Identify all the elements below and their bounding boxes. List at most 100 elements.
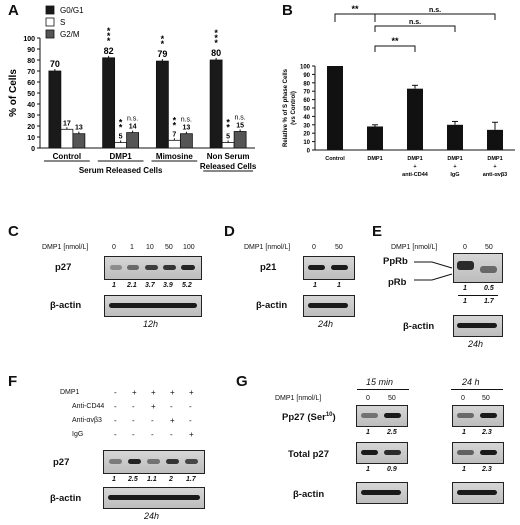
treatment-label: DMP1 [nmol/L] (244, 244, 291, 251)
y-tick-label: 40 (27, 102, 35, 109)
x-tick-label: Mimosine (156, 152, 193, 161)
significance-marker: * (214, 33, 218, 43)
significance-marker: n.s. (181, 117, 192, 124)
x-tick-label: IgG (450, 172, 459, 178)
data-label: 14 (129, 124, 137, 131)
western-blot-p27 (104, 256, 202, 280)
condition-sign: + (151, 402, 156, 411)
band-bracket (414, 261, 453, 281)
data-label: 13 (182, 125, 190, 132)
significance-label: n.s. (409, 19, 421, 26)
significance-marker: * (107, 26, 111, 36)
chart-a-cell-cycle: 0 10 20 30 40 50 60 70 80 90 100 % of Cells 70 17 13 Co… (8, 5, 257, 175)
bar-g2m (126, 132, 140, 149)
protein-label: Total p27 (288, 449, 329, 460)
bar-s (60, 128, 74, 149)
x-tick-label: anti-CD44 (402, 172, 429, 178)
significance-marker: * (119, 123, 123, 133)
y-tick-label: 20 (303, 132, 310, 138)
x-tick-label: DMP1 (487, 156, 502, 162)
quant-value: 3.7 (145, 282, 155, 289)
panel-label-g: G (236, 373, 248, 390)
significance-marker: * (214, 38, 218, 48)
condition-label: Anti-CD44 (72, 403, 105, 410)
dose-label: 0 (312, 244, 316, 251)
significance-marker: * (107, 36, 111, 46)
x-tick-label: + (453, 164, 456, 170)
panel-label-f: F (8, 373, 18, 390)
y-tick-label: 70 (303, 90, 310, 96)
quant-value: 1.1 (147, 476, 157, 483)
quant-value: 1 (462, 429, 466, 436)
y-tick-label: 100 (23, 36, 35, 43)
x-tick-label: + (413, 164, 416, 170)
panel-label-b: B (282, 2, 293, 19)
quant-divider (458, 295, 498, 296)
loading-control-label: β-actin (293, 489, 325, 500)
condition-sign: + (170, 416, 175, 425)
x-tick-label: Released Cells (200, 162, 257, 171)
x-tick-label: DMP1 (110, 152, 133, 161)
significance-label: ** (391, 36, 399, 46)
data-label: 82 (104, 46, 114, 56)
bar (367, 126, 383, 150)
data-label: 79 (157, 49, 167, 59)
protein-suffix: ) (332, 412, 336, 424)
bar (447, 124, 463, 150)
x-tick-label: DMP1 (367, 156, 382, 162)
y-tick-label: 0 (31, 146, 35, 153)
condition-sign: - (170, 430, 173, 439)
timepoint-label: 24h (468, 339, 484, 349)
group-label: Serum Released Cells (79, 166, 163, 175)
data-label: 7 (172, 131, 176, 138)
legend-label: G0/G1 (60, 6, 84, 15)
y-tick-label: 40 (303, 115, 310, 121)
dose-label: 50 (482, 395, 490, 402)
significance-bracket (334, 13, 376, 22)
western-blot-p21 (303, 256, 355, 280)
y-tick-label: 80 (27, 58, 35, 65)
bar-g0g1 (102, 57, 116, 149)
dose-label: 1 (130, 244, 134, 251)
y-axis-label: (vs Control) (291, 91, 297, 125)
x-tick-label: + (493, 164, 496, 170)
bar (407, 88, 423, 150)
significance-marker: * (161, 34, 165, 44)
condition-sign: - (189, 416, 192, 425)
quant-value: 1 (463, 298, 467, 305)
significance-marker: * (107, 31, 111, 41)
loading-control-label: β-actin (256, 300, 288, 311)
condition-sign: - (132, 416, 135, 425)
significance-bracket (374, 45, 416, 52)
quant-value: 1 (366, 429, 370, 436)
western-blot-pp27-15min (356, 405, 408, 427)
condition-sign: - (132, 402, 135, 411)
y-tick-label: 70 (27, 69, 35, 76)
quant-value: 2.5 (387, 429, 397, 436)
quant-value: 1 (112, 476, 116, 483)
band-label-pprb: PpRb (383, 256, 408, 267)
western-blot-pp27-24h (452, 405, 504, 427)
chart-b-s-phase: 0 10 20 30 40 50 60 70 80 90 100 Relative % of S ph… (283, 4, 515, 178)
bar-g2m (233, 131, 247, 149)
data-label: 80 (211, 48, 221, 58)
panel-label-a: A (8, 2, 19, 19)
western-blot-prb (453, 253, 503, 283)
x-tick-label: Non Serum (207, 152, 250, 161)
condition-label: Anti-αvβ3 (72, 417, 102, 424)
quant-value: 2 (169, 476, 173, 483)
significance-marker: * (226, 123, 230, 133)
western-blot-p27 (103, 450, 205, 474)
panel-label-e: E (372, 223, 383, 240)
quant-value: 3.9 (163, 282, 173, 289)
y-tick-label: 0 (307, 149, 311, 155)
band-label-prb: pRb (388, 277, 407, 288)
dose-label: 10 (146, 244, 154, 251)
data-label: 5 (119, 134, 123, 141)
condition-sign: + (189, 430, 194, 439)
panel-label-c: C (8, 223, 19, 240)
bar (487, 129, 503, 150)
loading-control-label: β-actin (403, 321, 435, 332)
y-tick-label: 100 (300, 65, 311, 71)
condition-sign: + (132, 388, 137, 397)
